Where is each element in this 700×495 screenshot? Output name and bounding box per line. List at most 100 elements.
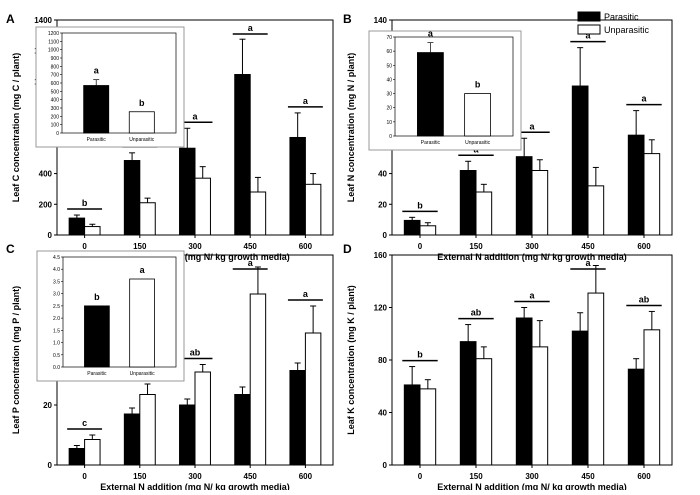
inset-significance-letter: b	[139, 98, 145, 108]
inset-y-tick-label: 3.5	[53, 279, 60, 285]
inset-background	[35, 26, 185, 148]
legend: Parasitic Unparasitic	[577, 11, 650, 35]
x-axis-title: External N addition (mg N/ kg growth med…	[100, 252, 290, 262]
significance-letter: c	[82, 418, 87, 428]
inset-significance-letter: b	[475, 80, 481, 90]
bar-parasitic	[289, 370, 306, 466]
x-tick-label: 600	[637, 242, 651, 251]
y-tick-label: 200	[39, 200, 53, 209]
inset-x-tick-label: Parasitic	[421, 140, 441, 146]
inset-significance-letter: a	[94, 66, 100, 76]
x-tick-label: 150	[133, 242, 147, 251]
bar-unparasitic	[587, 185, 605, 236]
inset-y-tick-label: 1100	[48, 39, 59, 45]
chart-panels: A0200400600800100012001400Leaf C concent…	[6, 12, 673, 492]
x-tick-label: 0	[418, 472, 423, 481]
inset-y-tick-label: 0	[56, 131, 59, 137]
inset-frame	[394, 36, 514, 137]
bar-unparasitic	[643, 153, 661, 236]
inset-y-tick-label: 0.5	[53, 353, 60, 359]
bar-parasitic	[403, 219, 421, 236]
y-tick-label: 120	[374, 304, 388, 313]
significance-letter: ab	[471, 308, 482, 318]
bar-unparasitic	[304, 183, 322, 236]
bar-unparasitic	[194, 371, 211, 466]
bar-parasitic	[234, 74, 251, 236]
y-tick-label: 20	[378, 200, 387, 209]
x-tick-label: 450	[581, 242, 595, 251]
inset-y-tick-label: 1200	[48, 31, 59, 37]
inset-y-tick-label: 700	[51, 73, 60, 79]
bar-unparasitic	[139, 202, 156, 236]
y-axis-title: Leaf P concentration (mg P / plant)	[11, 286, 21, 434]
y-tick-label: 0	[48, 231, 53, 240]
significance-letter: a	[248, 23, 254, 33]
bar-unparasitic	[475, 358, 493, 466]
inset-chart: 0 100 200 300 400 500 600 700 800 900 1000 1100 1200…	[35, 26, 185, 148]
panel-letter: C	[6, 242, 15, 256]
inset-y-tick-label: 30	[386, 92, 392, 98]
inset-background	[36, 250, 185, 382]
bar-unparasitic	[587, 292, 605, 466]
inset-significance-letter: a	[428, 29, 434, 39]
bar-unparasitic	[643, 329, 661, 466]
y-tick-label: 140	[374, 16, 388, 25]
panel-C: C0204060Leaf P concentration (mg P / pla…	[6, 242, 334, 492]
bar-unparasitic	[194, 177, 211, 236]
x-tick-label: 450	[244, 242, 258, 251]
inset-y-tick-label: 200	[51, 114, 60, 120]
significance-letter: a	[192, 111, 198, 121]
significance-letter: a	[248, 258, 254, 268]
inset-bar-unparasitic	[128, 111, 155, 134]
inset-background	[368, 30, 522, 151]
bar-parasitic	[68, 217, 86, 236]
inset-y-tick-label: 0.0	[53, 365, 60, 371]
significance-letter: ab	[190, 348, 201, 358]
x-tick-label: 600	[299, 472, 313, 481]
x-axis-title: External N addition (mg N/ kg growth med…	[437, 252, 627, 262]
inset-bar-parasitic	[83, 85, 110, 134]
bar-parasitic	[123, 413, 141, 466]
significance-letter: a	[529, 121, 535, 131]
inset-bar-unparasitic	[129, 278, 155, 368]
x-tick-label: 150	[469, 242, 483, 251]
bar-parasitic	[179, 147, 196, 236]
significance-letter: a	[303, 289, 309, 299]
panel-letter: A	[6, 12, 15, 26]
bar-parasitic	[627, 134, 645, 236]
inset-y-tick-label: 1000	[48, 48, 59, 54]
y-tick-label: 160	[374, 251, 388, 260]
y-axis-title: Leaf C concentration (mg C / plant)	[11, 53, 21, 203]
x-tick-label: 300	[525, 472, 539, 481]
legend-label-unparasitic: Unparasitic	[604, 25, 650, 35]
panel-D: D 0 40 80 120 160 Leaf K concentration (mg K /…	[343, 242, 673, 492]
inset-y-tick-label: 500	[51, 89, 60, 95]
x-tick-label: 300	[188, 242, 202, 251]
x-axis-title: External N addition (mg N/ kg growth med…	[100, 482, 290, 490]
inset-y-tick-label: 70	[386, 35, 392, 41]
inset-y-tick-label: 4.0	[53, 267, 60, 273]
bar-unparasitic	[531, 170, 549, 236]
y-tick-label: 0	[48, 461, 53, 470]
significance-letter: a	[303, 96, 309, 106]
x-tick-label: 450	[244, 472, 258, 481]
bar-parasitic	[123, 160, 141, 236]
x-tick-label: 300	[188, 472, 202, 481]
bar-unparasitic	[249, 191, 267, 236]
inset-y-tick-label: 10	[386, 120, 392, 126]
significance-letter: a	[641, 94, 647, 104]
inset-significance-letter: b	[94, 292, 100, 302]
inset-y-tick-label: 60	[386, 49, 392, 55]
bar-parasitic	[571, 85, 589, 236]
inset-y-tick-label: 400	[51, 98, 60, 104]
y-tick-label: 20	[43, 401, 52, 410]
legend-swatch-parasitic	[577, 11, 601, 22]
inset-y-tick-label: 2.5	[53, 304, 60, 310]
significance-letter: a	[529, 291, 535, 301]
panel-A: A0200400600800100012001400Leaf C concent…	[6, 12, 334, 262]
x-tick-label: 0	[418, 242, 423, 251]
inset-x-tick-label: Unparasitic	[129, 137, 155, 143]
y-tick-label: 1400	[34, 16, 52, 25]
x-tick-label: 300	[525, 242, 539, 251]
